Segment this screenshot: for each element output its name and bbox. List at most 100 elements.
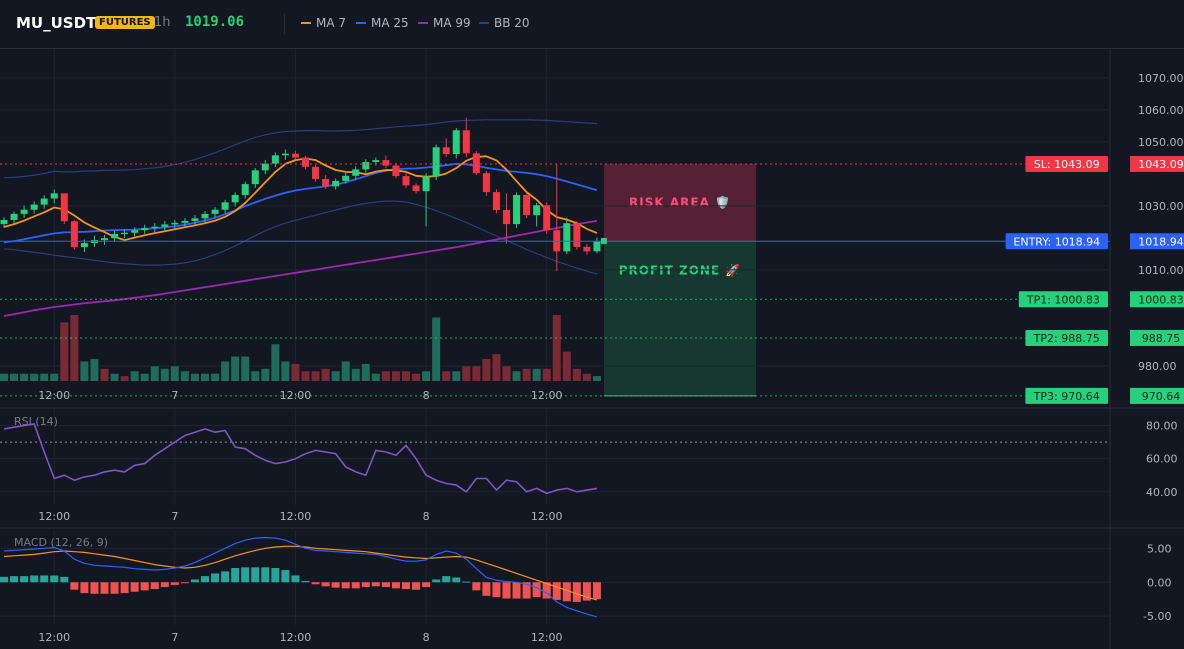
candle-body xyxy=(563,223,571,252)
macd-histogram-bar xyxy=(321,582,330,587)
legend-ma25[interactable]: MA 25 xyxy=(356,16,409,30)
legend-swatch xyxy=(418,22,428,24)
macd-histogram-bar xyxy=(582,582,591,601)
candle-body xyxy=(573,223,581,247)
timeframe-label[interactable]: 1h xyxy=(154,15,171,30)
legend-label: MA 7 xyxy=(316,16,347,30)
macd-histogram-bar xyxy=(60,576,69,583)
macd-histogram-bar xyxy=(442,576,451,583)
volume-bar xyxy=(331,371,340,381)
macd-histogram-bar xyxy=(100,582,109,594)
volume-bar xyxy=(482,359,491,381)
legend-ma99[interactable]: MA 99 xyxy=(418,16,471,30)
candle-body xyxy=(372,160,380,163)
trade-levels: SL: 1043.09 1043.09 ENTRY: 1018.94 1018.94 T… xyxy=(0,155,1184,404)
level-tag-bg xyxy=(1018,291,1108,308)
volume-bar xyxy=(291,363,300,381)
time-tick-label: 12:00 xyxy=(280,389,312,402)
macd-histogram-bar xyxy=(462,581,471,583)
legend-label: MA 99 xyxy=(433,16,471,30)
legend-swatch xyxy=(356,22,366,24)
volume-bar xyxy=(512,371,521,381)
time-tick-label: 12:00 xyxy=(38,389,70,402)
axis-price-tag: 1043.09 xyxy=(1138,158,1184,171)
macd-histogram-bar xyxy=(271,568,280,583)
macd-histogram-bar xyxy=(231,568,240,583)
volume-bar xyxy=(160,368,169,381)
candle-body xyxy=(492,192,500,211)
macd-histogram-bar xyxy=(221,571,230,583)
axis-price-tag-bg xyxy=(1130,291,1184,308)
macd-histogram-bar xyxy=(291,575,300,583)
tp-level-label: TP3: 970.64 xyxy=(1033,390,1100,403)
volume-bar xyxy=(311,371,320,381)
risk-area-zone xyxy=(604,163,756,242)
volume-bar xyxy=(562,351,571,381)
volume-bar xyxy=(50,373,59,381)
candle-body xyxy=(302,157,309,167)
candle-body xyxy=(352,169,360,176)
time-tick-label: 12:00 xyxy=(531,631,563,644)
macd-histogram-bar xyxy=(20,576,29,583)
candle-body xyxy=(533,205,541,216)
time-tick-label: 7 xyxy=(171,510,178,523)
macd-histogram-bar xyxy=(492,582,501,598)
macd-histogram-bar xyxy=(381,582,390,587)
macd-histogram-bar xyxy=(10,576,19,583)
price-tick-label: 1070.00 xyxy=(1138,72,1184,85)
volume-bar xyxy=(100,368,109,381)
macd-histogram-bar xyxy=(120,582,129,594)
macd-histogram-bar xyxy=(190,579,199,583)
macd-tick-label: 5.00 xyxy=(1147,542,1172,555)
volume-bar xyxy=(582,373,591,381)
macd-histogram-bar xyxy=(391,582,400,589)
time-tick-label: 8 xyxy=(423,510,430,523)
volume-bar xyxy=(90,359,99,381)
candlesticks[interactable] xyxy=(0,117,601,272)
volume-bar xyxy=(592,376,601,381)
legend-label: BB 20 xyxy=(494,16,530,30)
volume-bar xyxy=(10,373,19,381)
candle-body xyxy=(20,209,28,214)
candle-body xyxy=(80,243,88,248)
macd-histogram-bar xyxy=(70,582,79,590)
volume-bar xyxy=(170,366,179,381)
volume-bar xyxy=(130,371,139,381)
axes-labels: 1070.00 1060.00 1050.00 1030.00 1010.00 980.0… xyxy=(38,72,1183,644)
candle-body xyxy=(211,209,219,214)
volume-bar xyxy=(492,354,501,381)
candle-body xyxy=(342,175,350,181)
volume-bar xyxy=(150,366,159,381)
macd-histogram-bar xyxy=(351,582,360,589)
ma25-line xyxy=(3,162,598,244)
volume-bar xyxy=(572,368,581,381)
macd-histogram-bar xyxy=(281,570,290,583)
volume-bar xyxy=(321,368,330,381)
volume-bar xyxy=(201,373,209,381)
symbol-name[interactable]: MU_USDT xyxy=(16,14,97,32)
candle-body xyxy=(402,176,410,186)
candle-body xyxy=(382,160,390,166)
time-tick-label: 12:00 xyxy=(38,510,70,523)
candle-body xyxy=(332,180,340,187)
candle-body xyxy=(101,238,108,241)
candle-body xyxy=(362,162,370,170)
volume-bar xyxy=(80,361,89,381)
macd-histogram-bar xyxy=(241,567,250,583)
level-tag-bg xyxy=(1025,155,1108,172)
macd-histogram-bar xyxy=(331,582,340,588)
volume-bar xyxy=(462,366,471,381)
macd-histogram-bar xyxy=(402,582,410,590)
price-tick-label: 1050.00 xyxy=(1138,136,1184,149)
volume-bars xyxy=(0,315,601,381)
legend-ma7[interactable]: MA 7 xyxy=(301,16,346,30)
candle-body xyxy=(523,194,531,216)
macd-line xyxy=(3,536,598,618)
volume-bar xyxy=(381,371,390,381)
candle-body xyxy=(432,147,440,177)
macd-histogram-bar xyxy=(301,580,310,583)
axis-price-tag-bg xyxy=(1130,329,1184,346)
macd-histogram-bar xyxy=(472,582,481,591)
macd-histogram-bar xyxy=(542,582,551,599)
legend-bb20[interactable]: BB 20 xyxy=(479,16,530,30)
